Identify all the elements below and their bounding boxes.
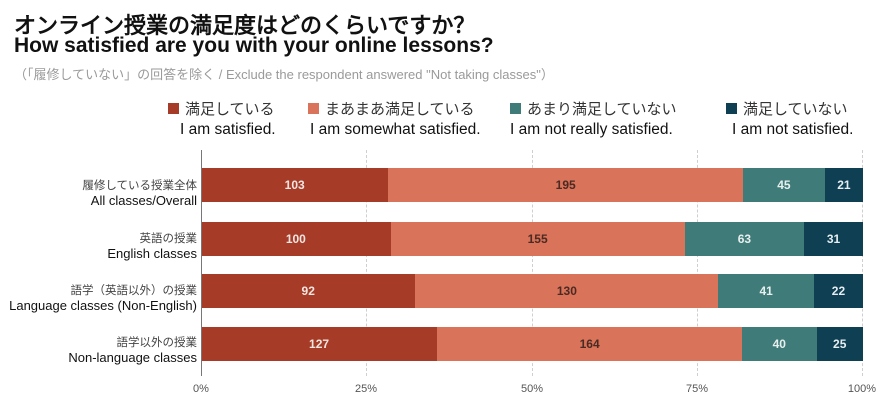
bar-segment-not-really-satisfied: 40 bbox=[742, 327, 817, 361]
category-label-en: Non-language classes bbox=[68, 350, 197, 365]
legend-swatch bbox=[308, 103, 319, 114]
gridline-50 bbox=[532, 150, 533, 376]
legend-swatch bbox=[510, 103, 521, 114]
category-label-jp: 英語の授業 bbox=[139, 231, 198, 245]
legend-label-en: I am not satisfied. bbox=[732, 121, 854, 138]
bar-row: 100 155 63 31 bbox=[201, 222, 863, 256]
bar-segment-somewhat-satisfied: 130 bbox=[415, 274, 719, 308]
bar-segment-not-really-satisfied: 63 bbox=[684, 222, 805, 256]
legend-item-satisfied: 満足している I am satisfied. bbox=[168, 98, 276, 139]
category-label-language-non-english: 語学（英語以外）の授業 Language classes (Non-Englis… bbox=[9, 282, 197, 313]
bar-segment-somewhat-satisfied: 164 bbox=[437, 327, 743, 361]
bar-segment-satisfied: 92 bbox=[201, 274, 416, 308]
legend-item-not-really-satisfied: あまり満足していない I am not really satisfied. bbox=[510, 98, 677, 139]
bar-row: 127 164 40 25 bbox=[201, 327, 863, 361]
bar-segment-satisfied: 127 bbox=[201, 327, 438, 361]
category-label-jp: 履修している授業全体 bbox=[82, 178, 197, 192]
legend-label-jp: まあまあ満足している bbox=[325, 100, 475, 118]
bar-segment-satisfied: 100 bbox=[201, 222, 391, 256]
bar-segment-not-really-satisfied: 45 bbox=[742, 168, 825, 202]
legend-label-en: I am not really satisfied. bbox=[510, 121, 673, 138]
gridline-75 bbox=[697, 150, 698, 376]
bar-segment-not-satisfied: 31 bbox=[804, 222, 863, 256]
bar-segment-not-really-satisfied: 41 bbox=[718, 274, 814, 308]
gridline-100 bbox=[862, 150, 863, 376]
legend-item-somewhat-satisfied: まあまあ満足している I am somewhat satisfied. bbox=[308, 98, 481, 139]
plot-area: 103 195 45 21 100 155 63 31 92 130 41 22… bbox=[193, 150, 876, 395]
legend-item-not-satisfied: 満足していない I am not satisfied. bbox=[726, 98, 853, 139]
bar-row: 92 130 41 22 bbox=[201, 274, 863, 308]
bar-segment-not-satisfied: 21 bbox=[824, 168, 863, 202]
legend-swatch bbox=[168, 103, 179, 114]
category-label-en: All classes/Overall bbox=[90, 193, 197, 208]
bar-segment-somewhat-satisfied: 195 bbox=[388, 168, 743, 202]
category-label-jp: 語学（英語以外）の授業 bbox=[70, 283, 198, 297]
chart-title-jp: オンライン授業の満足度はどのくらいですか？ bbox=[14, 14, 476, 39]
category-label-en: Language classes (Non-English) bbox=[9, 298, 197, 313]
chart-subtitle: （「履修していない」の回答を除く / Exclude the responden… bbox=[14, 67, 554, 82]
chart-title-en: How satisfied are you with your online l… bbox=[14, 34, 494, 57]
bar-segment-satisfied: 103 bbox=[201, 168, 389, 202]
x-tick-100: 100% bbox=[847, 383, 877, 395]
legend-label-en: I am somewhat satisfied. bbox=[310, 121, 481, 138]
x-tick-50: 50% bbox=[520, 383, 544, 395]
bar-row: 103 195 45 21 bbox=[201, 168, 863, 202]
bar-segment-not-satisfied: 25 bbox=[816, 327, 863, 361]
legend-swatch bbox=[726, 103, 737, 114]
gridline-25 bbox=[366, 150, 367, 376]
bar-segment-somewhat-satisfied: 155 bbox=[390, 222, 685, 256]
bar-segment-not-satisfied: 22 bbox=[813, 274, 863, 308]
category-label-overall: 履修している授業全体 All classes/Overall bbox=[82, 177, 197, 208]
legend-label-jp: あまり満足していない bbox=[527, 100, 677, 118]
x-tick-75: 75% bbox=[685, 383, 709, 395]
category-label-jp: 語学以外の授業 bbox=[116, 335, 198, 349]
category-label-non-language: 語学以外の授業 Non-language classes bbox=[68, 334, 197, 365]
y-axis-line bbox=[201, 150, 202, 376]
legend-label-en: I am satisfied. bbox=[180, 121, 276, 138]
legend-label-jp: 満足している bbox=[185, 100, 275, 118]
x-tick-25: 25% bbox=[354, 383, 378, 395]
category-label-english: 英語の授業 English classes bbox=[107, 230, 197, 261]
legend-label-jp: 満足していない bbox=[743, 100, 848, 118]
category-label-en: English classes bbox=[107, 246, 197, 261]
x-tick-0: 0% bbox=[193, 383, 209, 395]
